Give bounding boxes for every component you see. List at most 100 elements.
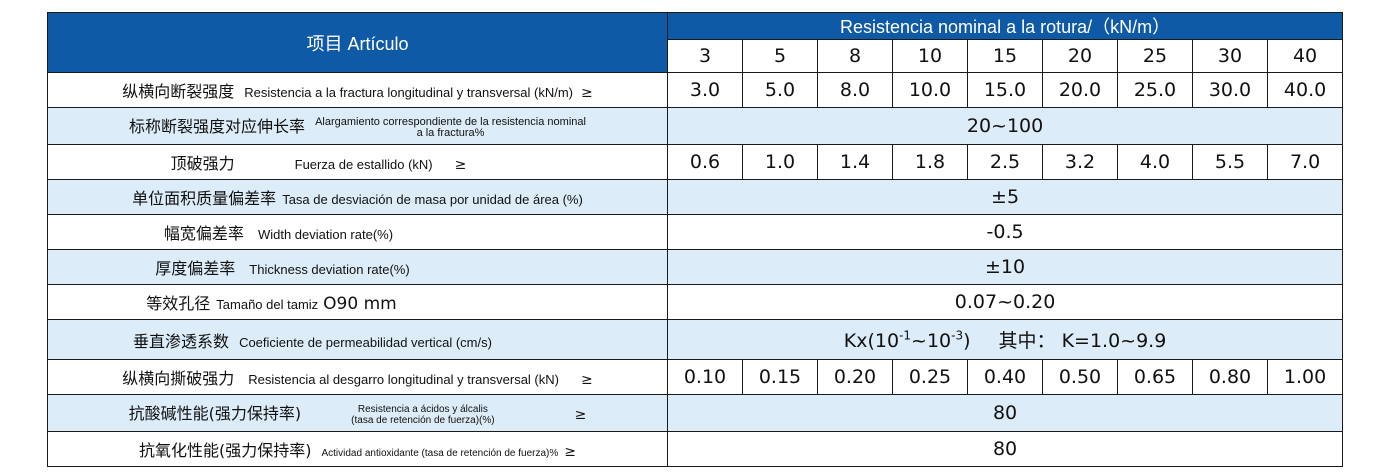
row-label-zh: 抗氧化性能(强力保持率) [138,440,312,460]
row-label-en: Fuerza de estallido (kN) [294,157,433,173]
row-label-zh: 纵横向断裂强度 [122,82,235,102]
row-label-en: Width deviation rate(%) [257,227,394,243]
table-cell-merged: 80 [666,430,1344,468]
table-cell-merged: Kx(10-1~10-3) 其中： K=1.0~9.9 [666,319,1344,360]
table-cell: 1.8 [892,144,968,181]
perm-note: 其中： K=1.0~9.9 [998,330,1167,353]
table-cell: 7.0 [1266,144,1344,181]
col-header: 8 [817,39,893,73]
table-row: 抗氧化性能(强力保持率) Actividad antioxidante (tasa… [47,430,1344,468]
table-cell: 0.40 [967,358,1043,395]
header-item-label: 项目 Artículo [306,33,409,54]
table-cell-merged: -0.5 [666,214,1344,251]
row-label-en: Coeficiente de permeabilidad vertical (c… [239,334,492,350]
table-cell: 3.0 [667,71,743,109]
table-row: 幅宽偏差率 Width deviation rate(%) -0.5 [47,214,1344,251]
table-row: 标称断裂强度对应伸长率 Alargamiento correspondiente … [47,107,1344,146]
table-row: 垂直渗透系数 Coeficiente de permeabilidad verti… [47,319,1344,360]
gte-symbol: ≥ [564,443,577,460]
table-cell: 20.0 [1042,71,1118,109]
table-cell-merged: 20~100 [666,107,1344,146]
table-cell-merged: ±5 [666,179,1344,216]
table-cell: 0.6 [667,144,743,181]
row-label-en: Alargamiento correspondiente de la resis… [315,115,586,139]
row-label-en-line2: a la fractura% [416,126,485,139]
col-header: 25 [1117,39,1193,73]
perm-part: Kx(10 [843,330,900,353]
gte-symbol: ≥ [574,407,587,424]
row-label-en: Resistencia al desgarro longitudinal y t… [248,371,559,387]
table-cell-merged: 80 [666,393,1344,432]
table-row: 等效孔径 Tamaño del tamiz O90 mm 0.07~0.20 [47,284,1344,321]
table-cell: 0.10 [667,358,743,395]
perm-part: ) [963,330,971,353]
row-label-zh: 标称断裂强度对应伸长率 [129,117,306,137]
row-label-en: Tamaño del tamiz [216,297,319,313]
row-label-en-line2: (tasa de retención de fuerza)(%) [351,414,495,426]
table-cell: 1.0 [742,144,818,181]
row-label: 纵横向撕破强力 Resistencia al desgarro longitudi… [47,358,668,395]
row-label: 单位面积质量偏差率 Tasa de desviación de masa por … [47,179,668,216]
table-cell-merged: ±10 [666,249,1344,286]
row-label-en: Resistencia a ácidos y álcalis (tasa de r… [351,404,494,426]
row-label-en: Actividad antioxidante (tasa de retenció… [321,447,559,459]
table-cell: 2.5 [967,144,1043,181]
table-cell: 1.00 [1266,358,1344,395]
table-cell: 0.15 [742,358,818,395]
header-group-cell: Resistencia nominal a la rotura/（kN/m） [666,12,1344,40]
row-label: 抗酸碱性能(强力保持率) Resistencia a ácidos y álcal… [47,393,668,432]
table-cell: 40.0 [1266,71,1344,109]
table-row: 厚度偏差率 Thickness deviation rate(%) ±10 [47,249,1344,286]
row-label-en: Tasa de desviación de masa por unidad de… [282,192,583,208]
row-label-en-line1: Alargamiento correspondiente de la resis… [315,115,586,128]
table-cell: 0.80 [1192,358,1268,395]
col-header: 40 [1266,39,1344,73]
table-cell: 25.0 [1117,71,1193,109]
table-cell: 5.0 [742,71,818,109]
table-cell: 15.0 [967,71,1043,109]
table-cell: 1.4 [817,144,893,181]
row-label-en: Thickness deviation rate(%) [249,262,410,278]
header-item-cell: 项目 Artículo [47,12,668,73]
table-row: 纵横向断裂强度 Resistencia a la fractura longitu… [47,71,1344,109]
row-label: 幅宽偏差率 Width deviation rate(%) [47,214,668,251]
table-cell: 0.25 [892,358,968,395]
row-label-en: Resistencia a la fractura longitudinal y… [244,85,574,101]
row-label-zh: 幅宽偏差率 [163,224,244,244]
table-cell: 8.0 [817,71,893,109]
table-cell: 10.0 [892,71,968,109]
row-label-zh: 抗酸碱性能(强力保持率) [128,404,302,424]
gte-symbol: ≥ [454,157,467,174]
table-cell-merged: 0.07~0.20 [666,284,1344,321]
row-label: 抗氧化性能(强力保持率) Actividad antioxidante (tasa… [47,430,668,468]
spec-table: 项目 Artículo Resistencia nominal a la rot… [47,12,1344,468]
row-label-en-line1: Resistencia a ácidos y álcalis [357,403,488,415]
col-header: 10 [892,39,968,73]
perm-exp: -1 [899,328,912,343]
col-header: 3 [667,39,743,73]
row-label: 等效孔径 Tamaño del tamiz O90 mm [47,284,668,321]
gte-symbol: ≥ [581,85,593,102]
table-cell: 0.65 [1117,358,1193,395]
row-label-zh: 等效孔径 [146,294,211,314]
header-group-label: Resistencia nominal a la rotura/（kN/m） [839,17,1171,37]
table-row: 单位面积质量偏差率 Tasa de desviación de masa por … [47,179,1344,216]
perm-part: ~10 [911,330,952,353]
row-label: 纵横向断裂强度 Resistencia a la fractura longitu… [47,71,668,109]
row-label-zh: 垂直渗透系数 [133,331,230,351]
row-label: 垂直渗透系数 Coeficiente de permeabilidad verti… [47,319,668,360]
col-header: 5 [742,39,818,73]
table-row: 顶破强力 Fuerza de estallido (kN) ≥ 0.6 1.0 1.… [47,144,1344,181]
table-cell: 30.0 [1192,71,1268,109]
table-row: 抗酸碱性能(强力保持率) Resistencia a ácidos y álcal… [47,393,1344,432]
gte-symbol: ≥ [580,371,593,388]
table-cell: 3.2 [1042,144,1118,181]
table-row: 纵横向撕破强力 Resistencia al desgarro longitudi… [47,358,1344,395]
table-cell: 0.20 [817,358,893,395]
row-label-zh: 顶破强力 [170,154,235,174]
permeability-value: Kx(10-1~10-3) 其中： K=1.0~9.9 [843,328,1167,353]
row-label: 顶破强力 Fuerza de estallido (kN) ≥ [47,144,668,181]
perm-exp: -3 [951,328,964,343]
table-cell: 0.50 [1042,358,1118,395]
col-header: 15 [967,39,1043,73]
